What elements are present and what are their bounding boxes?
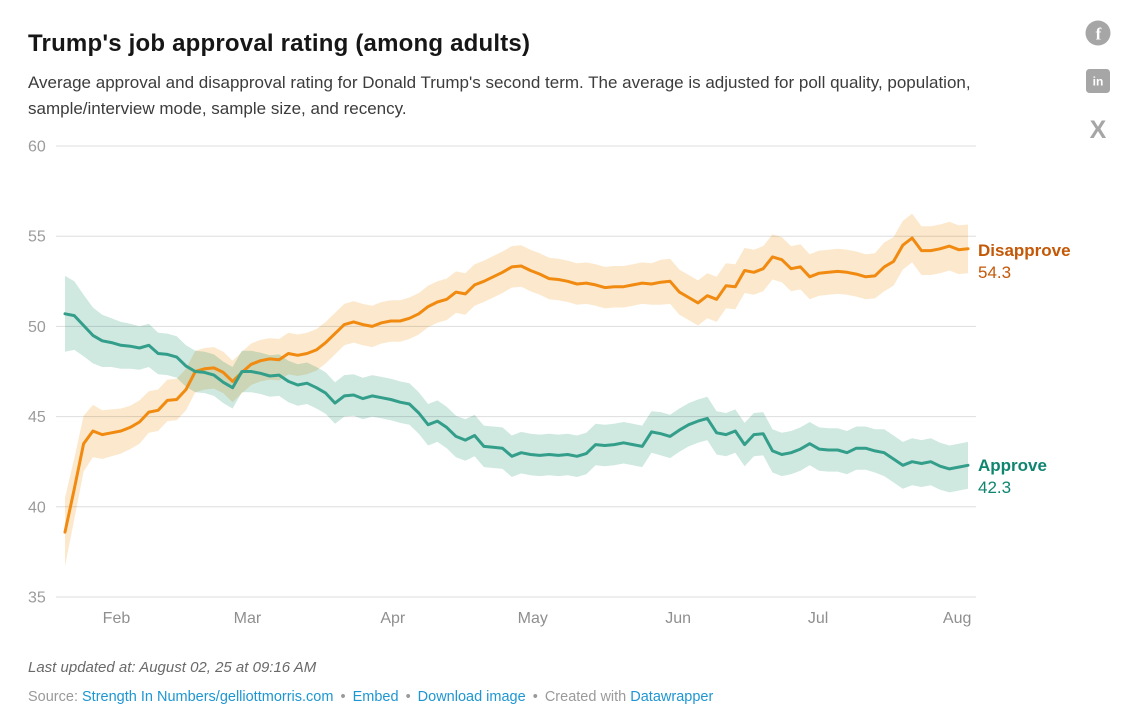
x-tick-label: Aug [943,610,971,627]
disapprove-value: 54.3 [978,263,1012,282]
y-tick-label: 50 [28,319,46,336]
embed-link[interactable]: Embed [352,689,399,705]
share-toolbar: f in X [1084,20,1112,142]
svg-text:f: f [1096,25,1102,44]
x-tick-label: Mar [234,610,262,627]
source-link[interactable]: Strength In Numbers/gelliottmorris.com [82,689,334,705]
source-line: Source: Strength In Numbers/gelliottmorr… [28,689,713,705]
download-image-link[interactable]: Download image [417,689,526,705]
source-prefix: Source: [28,689,78,705]
x-twitter-icon: X [1090,116,1107,142]
svg-text:in: in [1093,75,1104,89]
page-title: Trump's job approval rating (among adult… [28,30,531,58]
series-line-approve [63,312,970,471]
linkedin-share-icon[interactable]: in [1085,68,1111,94]
band-disapprove [65,213,968,567]
chart-subtitle: Average approval and disapproval rating … [28,73,971,118]
y-tick-label: 45 [28,409,46,426]
x-tick-label: Apr [380,610,406,627]
y-tick-label: 40 [28,499,46,516]
x-share-icon[interactable]: X [1085,116,1111,142]
x-tick-label: Jul [808,610,828,627]
facebook-share-icon[interactable]: f [1085,20,1111,46]
created-with-text: Created with [544,689,627,705]
y-tick-label: 60 [28,139,46,156]
x-tick-label: Jun [665,610,691,627]
separator-dot: • [405,689,411,705]
band-approve [65,275,968,493]
last-updated-note: Last updated at: August 02, 25 at 09:16 … [28,659,317,676]
disapprove-name: Disapprove [978,241,1071,260]
separator-dot: • [532,689,538,705]
x-tick-label: Feb [103,610,131,627]
x-tick-label: May [518,610,548,627]
series-label-disapprove: Disapprove 54.3 [978,240,1071,284]
y-tick-label: 55 [28,229,46,246]
svg-text:X: X [1090,116,1107,142]
series-line-disapprove [63,236,970,534]
series-label-approve: Approve 42.3 [978,455,1047,499]
datawrapper-link[interactable]: Datawrapper [630,689,714,705]
linkedin-icon: in [1086,69,1110,93]
y-tick-label: 35 [28,590,46,607]
facebook-icon: f [1085,20,1111,46]
approve-name: Approve [978,456,1047,475]
separator-dot: • [340,689,346,705]
approve-value: 42.3 [978,478,1012,497]
